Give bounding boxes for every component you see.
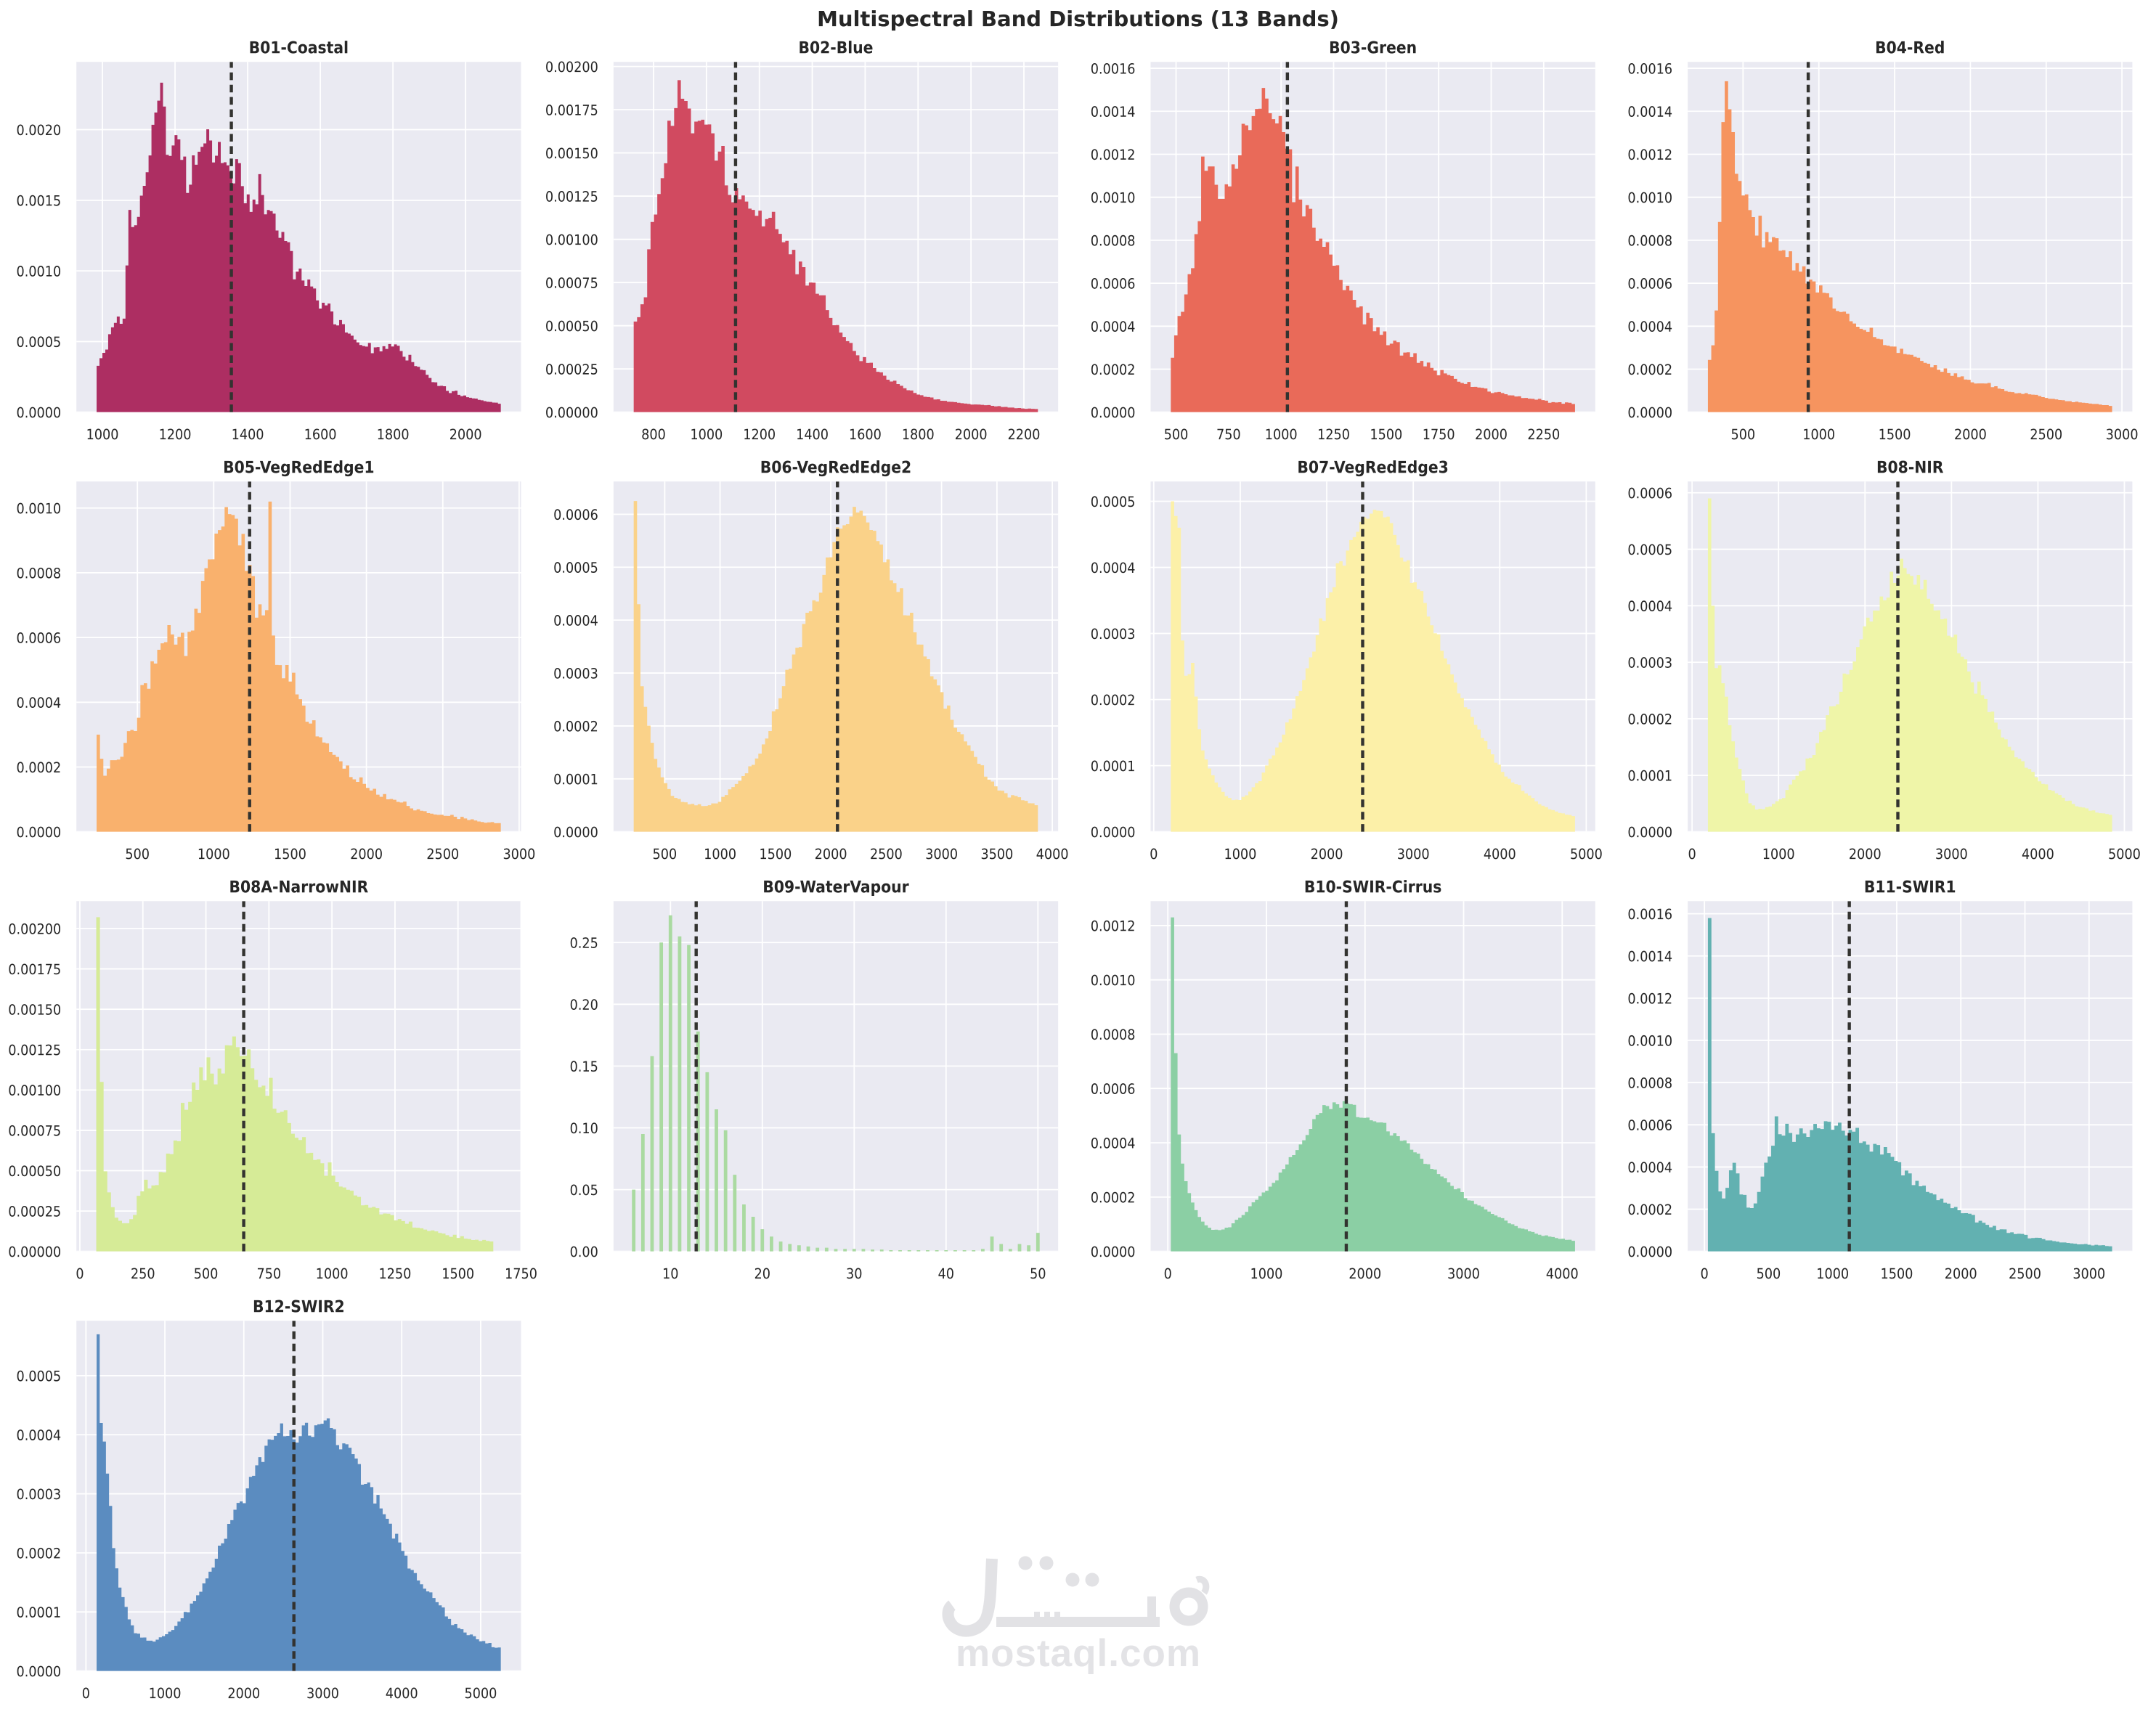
- svg-text:mostaql.com: mostaql.com: [956, 1632, 1201, 1675]
